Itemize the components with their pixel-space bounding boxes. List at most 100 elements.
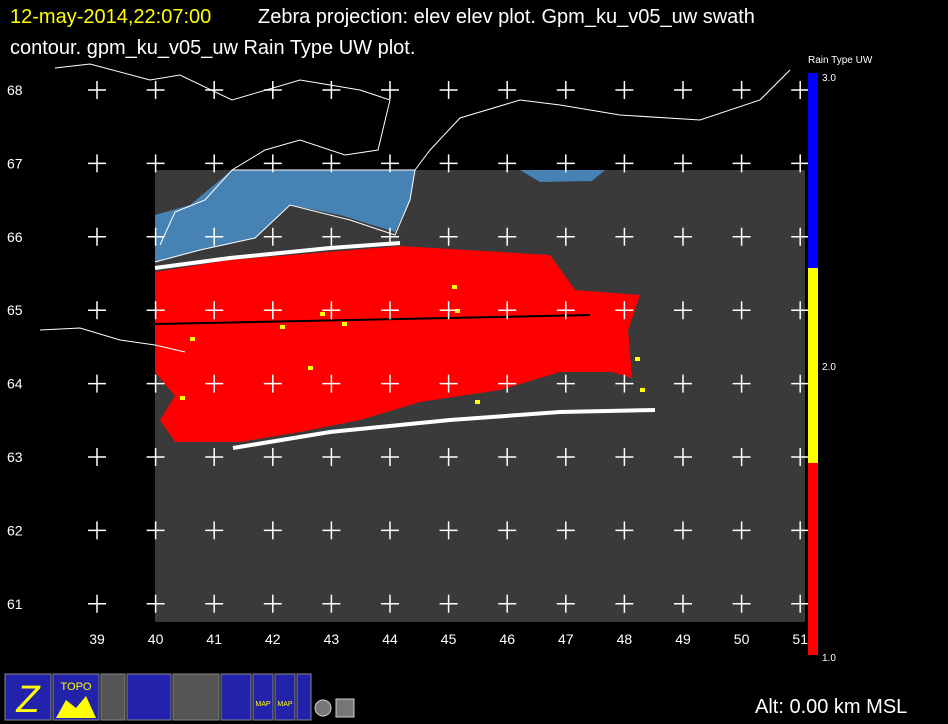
grid-cross xyxy=(791,81,810,99)
colorbar-segment xyxy=(808,268,818,463)
grid-cross xyxy=(146,301,165,320)
grid-cross xyxy=(381,448,399,466)
x-axis-label: 40 xyxy=(148,631,164,647)
coastline xyxy=(39,327,186,353)
zebra-icon: Z xyxy=(15,679,41,721)
grid-cross xyxy=(615,154,634,173)
zebra-button[interactable] xyxy=(4,673,52,721)
grid-cross xyxy=(732,227,751,246)
ir-button[interactable] xyxy=(100,673,126,721)
grid-cross xyxy=(146,374,165,393)
grid-cross xyxy=(439,81,458,99)
grid-cross xyxy=(263,448,282,466)
x-axis-label: 50 xyxy=(734,631,750,647)
grid-cross xyxy=(263,227,282,246)
grid-cross xyxy=(498,448,517,466)
grid-cross xyxy=(381,81,399,99)
grid-cross xyxy=(322,374,341,393)
grid-cross xyxy=(146,521,165,540)
map-button[interactable] xyxy=(274,673,296,721)
x-axis-label: 41 xyxy=(206,631,222,647)
x-axis-label: 46 xyxy=(499,631,515,647)
grid-cross xyxy=(322,154,341,173)
grid-cross xyxy=(88,227,106,246)
map-icon: MAP xyxy=(277,701,293,708)
grid-cross xyxy=(732,594,751,613)
grid-cross xyxy=(205,81,224,99)
x-axis-label: 45 xyxy=(441,631,457,647)
grid-cross xyxy=(498,301,517,320)
grid-cross xyxy=(674,154,692,173)
grid-cross xyxy=(615,594,634,613)
grid-cross xyxy=(732,301,751,320)
map-button[interactable] xyxy=(252,673,274,721)
x-axis-label: 44 xyxy=(382,631,398,647)
grid-cross xyxy=(439,594,458,613)
x-axis-label: 49 xyxy=(675,631,691,647)
grid-cross xyxy=(381,154,399,173)
grid-button[interactable] xyxy=(335,698,355,718)
grid-cross xyxy=(146,227,165,246)
grid-cross xyxy=(556,521,575,540)
bounds-button[interactable] xyxy=(296,673,312,721)
y-axis-label: 64 xyxy=(7,376,23,392)
grid-cross xyxy=(439,227,458,246)
time-label: 12-may-2014,22:07:00 xyxy=(10,6,211,28)
grid-cross xyxy=(205,227,224,246)
grid-cross xyxy=(615,81,634,99)
water xyxy=(520,170,605,182)
grid-cross xyxy=(674,448,692,466)
swath-edge xyxy=(154,241,401,270)
grid-cross xyxy=(88,154,106,173)
grid-cross xyxy=(263,374,282,393)
grid-cross xyxy=(791,227,810,246)
grid-cross xyxy=(146,154,165,173)
grid-cross xyxy=(439,301,458,320)
y-axis-label: 66 xyxy=(7,229,23,245)
sf-gpm-button[interactable] xyxy=(220,673,252,721)
grid-cross xyxy=(263,81,282,99)
grid-cross xyxy=(205,594,224,613)
grid-cross xyxy=(322,448,341,466)
grid-cross xyxy=(439,521,458,540)
rain-region xyxy=(155,246,640,442)
grid-cross xyxy=(263,521,282,540)
grid-cross xyxy=(791,448,810,466)
coastline xyxy=(414,69,791,171)
grid-cross xyxy=(791,154,810,173)
grid-cross xyxy=(674,374,692,393)
grid-cross xyxy=(322,81,341,99)
grid-cross xyxy=(556,81,575,99)
grid-cross xyxy=(791,594,810,613)
colorbar-segment xyxy=(808,73,818,268)
grid-cross xyxy=(88,594,106,613)
grid-cross xyxy=(556,594,575,613)
x-axis-label: 51 xyxy=(792,631,808,647)
ku-button[interactable] xyxy=(126,673,172,721)
x-axis-label: 48 xyxy=(617,631,633,647)
x-axis-label: 39 xyxy=(89,631,105,647)
grid-cross xyxy=(88,448,106,466)
y-axis-label: 67 xyxy=(7,155,23,171)
circle-button[interactable] xyxy=(314,699,332,717)
grid-cross xyxy=(381,374,399,393)
grid-cross xyxy=(322,227,341,246)
x-axis-label: 42 xyxy=(265,631,281,647)
colorbar-label: 3.0 xyxy=(822,73,836,84)
grid-cross xyxy=(674,594,692,613)
grid-cross xyxy=(556,374,575,393)
grid-cross xyxy=(791,521,810,540)
grid-cross xyxy=(615,448,634,466)
grid-cross xyxy=(88,81,106,99)
grid-cross xyxy=(205,521,224,540)
ku-vs-button[interactable] xyxy=(172,673,220,721)
grid-cross xyxy=(674,301,692,320)
y-axis-label: 65 xyxy=(7,302,23,318)
grid-cross xyxy=(556,301,575,320)
colorbar-title: Rain Type UW xyxy=(808,55,873,66)
grid-cross xyxy=(146,594,165,613)
grid-cross xyxy=(556,448,575,466)
map-plot xyxy=(39,63,810,622)
y-axis-label: 61 xyxy=(7,596,23,612)
grid-cross xyxy=(439,374,458,393)
